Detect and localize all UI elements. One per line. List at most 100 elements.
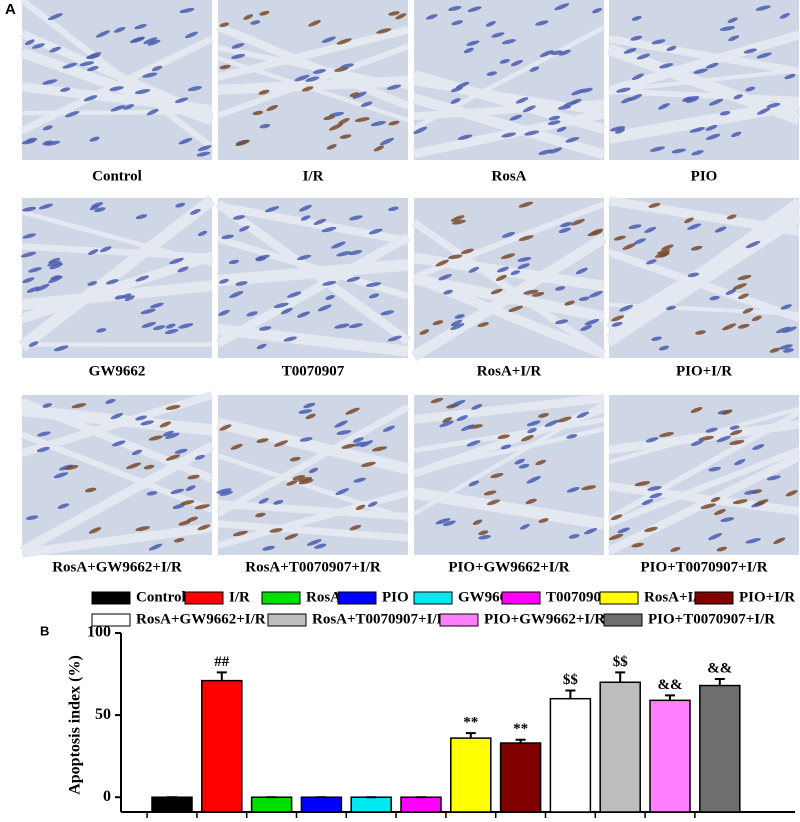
nucleus [684,217,694,224]
nucleus [26,286,40,293]
image-label: I/R [303,168,324,184]
nucleus [756,107,771,115]
nucleus [135,526,151,532]
nucleus [258,326,272,331]
nucleus [518,463,530,469]
nucleus [558,49,571,56]
bar [499,742,542,813]
nucleus [255,254,270,261]
bar [649,699,691,813]
nucleus [177,266,189,273]
annotation: && [707,660,732,676]
nucleus [219,64,231,70]
nucleus [382,425,396,432]
nucleus [555,286,566,291]
nucleus [631,15,642,21]
nucleus [497,434,510,440]
nucleus [89,204,100,211]
nucleus [340,63,354,69]
legend-swatch [267,613,307,627]
nucleus [659,432,675,438]
nucleus [62,62,78,69]
nucleus [153,325,166,331]
nucleus [744,489,758,495]
nucleus [286,480,298,486]
nucleus [435,259,449,267]
nucleus [376,28,392,34]
nucleus [565,136,580,143]
nucleus [235,139,250,146]
nucleus [336,251,352,257]
nucleus [143,37,158,45]
fiber [413,99,605,120]
nucleus [517,263,530,270]
nucleus [578,296,590,301]
nucleus [172,503,186,510]
nucleus [616,87,631,93]
nucleus [180,500,195,506]
nucleus [170,488,184,495]
nucleus [752,444,765,450]
nucleus [580,325,592,331]
nucleus [143,464,155,470]
nucleus [341,443,355,449]
nucleus [287,291,302,298]
nucleus [296,311,311,318]
nucleus [442,417,453,423]
nucleus [773,537,786,545]
nucleus [109,86,124,92]
nucleus [147,39,161,46]
error-bar [216,671,227,681]
nucleus [64,111,80,118]
micrograph [215,198,411,358]
nucleus [336,430,352,435]
nucleus [621,97,633,104]
nucleus [146,491,158,496]
nucleus [529,66,540,72]
nucleus [88,527,102,534]
nucleus [194,504,211,510]
nucleus [630,35,643,41]
nucleus [165,432,180,439]
nucleus [544,419,560,427]
nucleus [461,424,475,432]
nucleus [525,498,537,504]
nucleus [259,10,270,16]
nucleus [455,81,470,89]
nucleus [610,514,623,521]
fiber [215,233,411,348]
nucleus [687,223,702,230]
nucleus [105,279,119,285]
nucleus [361,461,376,467]
nucleus [695,330,706,335]
annotation: $$ [613,654,629,670]
nucleus [547,120,561,126]
nucleus [478,530,489,536]
nucleus [690,439,704,446]
panel-label: A [5,1,16,18]
nucleus [298,409,313,414]
error-bar [665,694,675,701]
nucleus [317,304,332,312]
nucleus [323,115,336,121]
nucleus [346,276,361,282]
nucleus [501,132,517,138]
nucleus [636,53,651,60]
nucleus [631,542,644,548]
nucleus [178,520,191,526]
nucleus [273,302,289,309]
nucleus [454,314,465,319]
nucleus [413,126,428,134]
nucleus [527,428,537,434]
bar [599,681,641,813]
legend-swatch [261,591,301,605]
nucleus [716,546,728,552]
nucleus [159,421,172,428]
nucleus [745,86,756,92]
nucleus [523,289,539,295]
nucleus [756,52,772,59]
nucleus [776,326,791,334]
micrograph [20,0,214,160]
nucleus [233,530,248,537]
fiber [606,208,800,334]
